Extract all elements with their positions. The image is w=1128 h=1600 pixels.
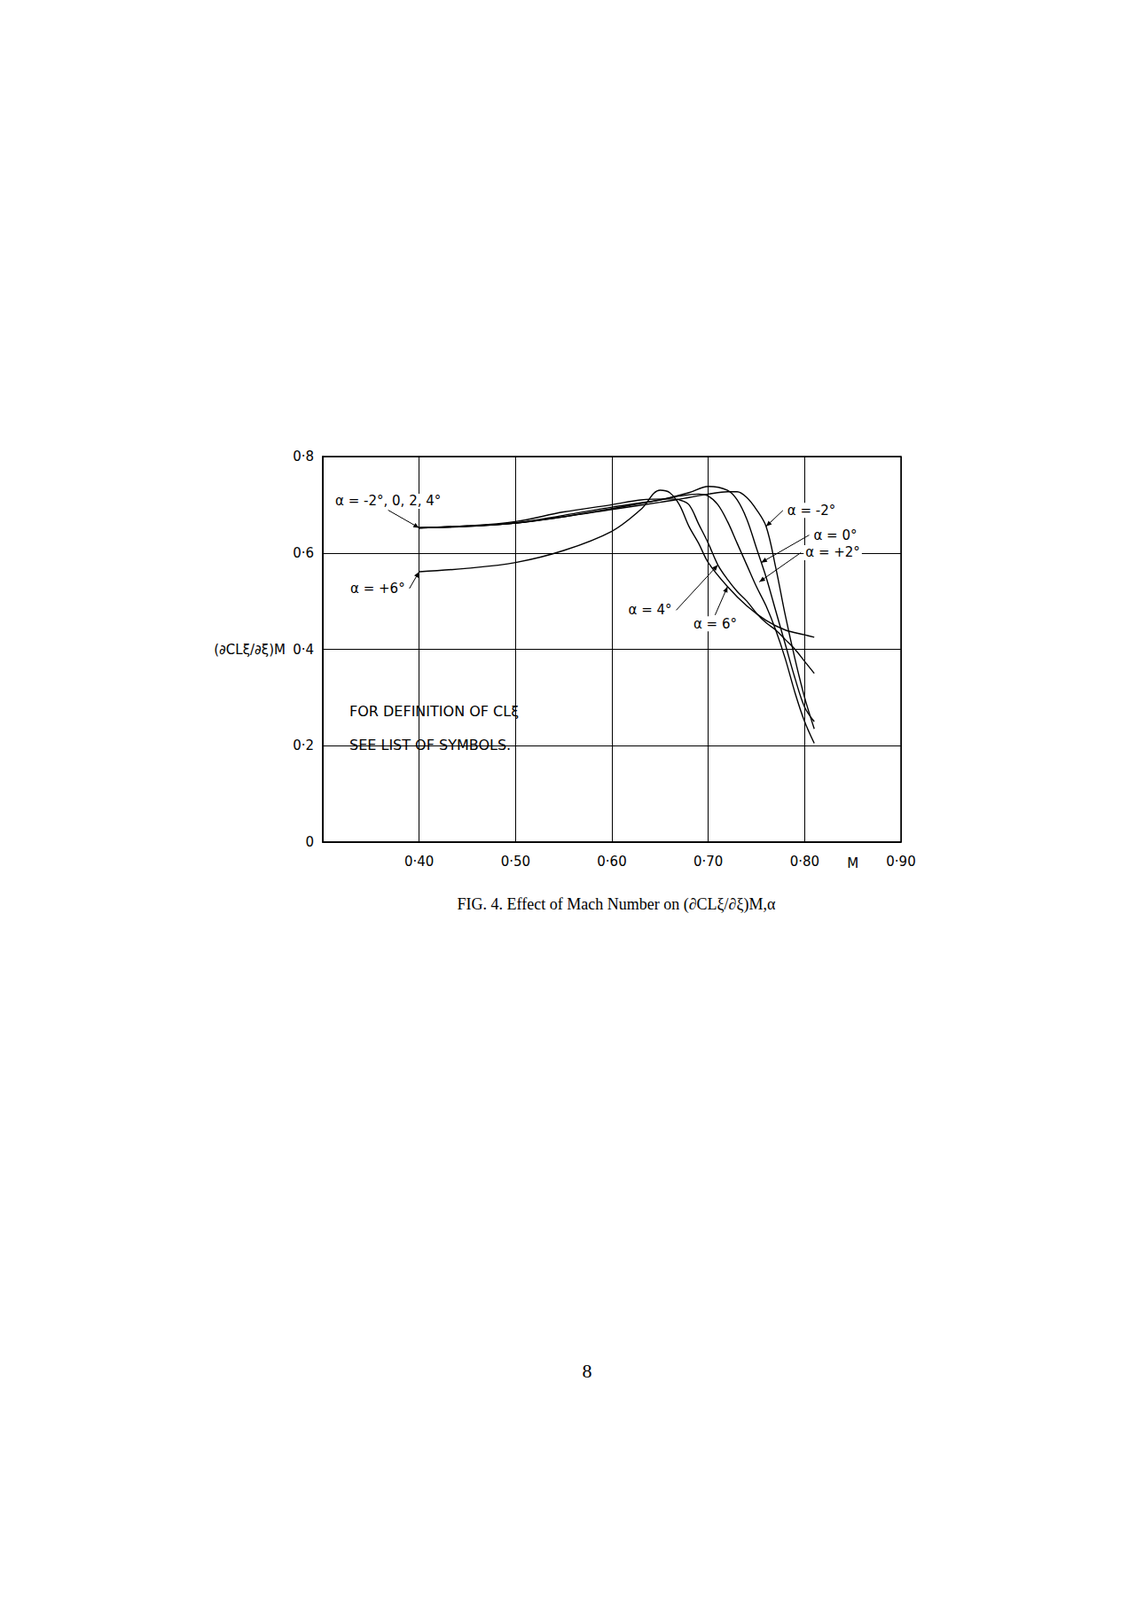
svg-text:0·50: 0·50 [501, 853, 531, 870]
svg-text:0: 0 [305, 834, 314, 851]
svg-text:α = +6°: α = +6° [350, 580, 406, 597]
svg-text:α = -2°, 0, 2, 4°: α = -2°, 0, 2, 4° [335, 493, 441, 510]
svg-text:0·80: 0·80 [790, 853, 820, 870]
svg-text:SEE LIST OF SYMBOLS.: SEE LIST OF SYMBOLS. [349, 736, 511, 754]
svg-text:0·6: 0·6 [292, 545, 314, 562]
svg-text:0·4: 0·4 [292, 642, 314, 658]
svg-text:0·40: 0·40 [404, 853, 434, 870]
svg-text:(∂CLξ/∂ξ)M: (∂CLξ/∂ξ)M [213, 642, 286, 658]
svg-text:0·70: 0·70 [693, 853, 723, 870]
svg-text:α = 6°: α = 6° [693, 616, 737, 633]
svg-text:α = -2°: α = -2° [787, 502, 836, 519]
svg-text:α = 4°: α = 4° [627, 602, 672, 619]
svg-text:0·60: 0·60 [596, 853, 627, 870]
svg-text:FIG. 4. Effect of Mach Number: FIG. 4. Effect of Mach Number on (∂CLξ/∂… [457, 895, 776, 915]
svg-text:α = +2°: α = +2° [805, 544, 861, 561]
svg-text:0·8: 0·8 [292, 448, 314, 465]
svg-text:α = 0°: α = 0° [813, 527, 857, 544]
svg-text:FOR DEFINITION OF CLξ: FOR DEFINITION OF CLξ [349, 703, 519, 721]
svg-text:M: M [846, 855, 859, 872]
svg-text:8: 8 [582, 1360, 593, 1383]
svg-text:0·90: 0·90 [885, 853, 916, 870]
svg-text:0·2: 0·2 [292, 737, 314, 754]
